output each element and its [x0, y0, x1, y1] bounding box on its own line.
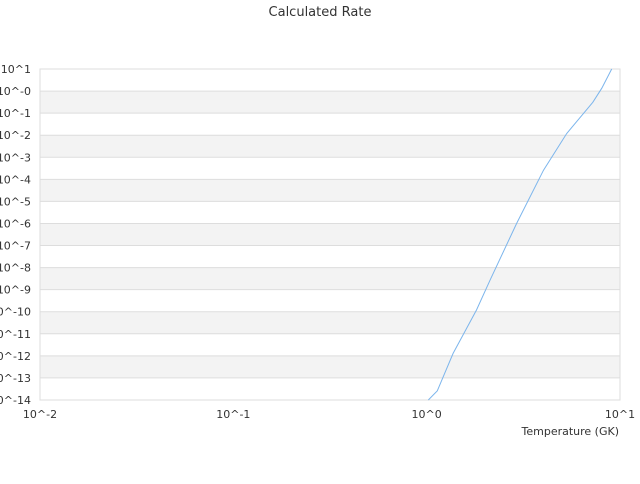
plot-band [40, 223, 620, 246]
y-tick-label: 10^-9 [0, 284, 31, 297]
x-tick-label: 10^-1 [216, 408, 250, 421]
y-tick-label: 10^-10 [0, 306, 31, 319]
y-tick-label: 10^-1 [0, 107, 31, 120]
y-tick-label: 10^-12 [0, 350, 31, 363]
plot-frame [39, 68, 621, 401]
plot-band [40, 91, 620, 114]
y-tick-label: 10^-2 [0, 129, 31, 142]
y-tick-label: 10^-8 [0, 262, 31, 275]
y-tick-label: 10^-13 [0, 372, 31, 385]
plot-band [40, 179, 620, 202]
series-line [427, 68, 613, 401]
x-tick-label: 10^-2 [23, 408, 57, 421]
plot-band [40, 267, 620, 290]
y-tick-label: 10^-5 [0, 195, 31, 208]
y-tick-label: 10^-4 [0, 173, 31, 186]
plot-bands [40, 91, 620, 378]
y-tick-label: 10^-6 [0, 217, 31, 230]
x-axis-ticks: 10^-2 10^-1 10^0 10^1 [23, 408, 635, 421]
plot-band [40, 311, 620, 334]
x-tick-label: 10^0 [412, 408, 442, 421]
y-tick-label: 10^1 [1, 63, 31, 76]
y-tick-label: 10^-7 [0, 240, 31, 253]
chart-title: Calculated Rate [269, 5, 372, 20]
y-tick-label: 10^-11 [0, 328, 31, 341]
plot-band [40, 135, 620, 158]
y-tick-label: 10^-3 [0, 151, 31, 164]
x-axis-label: Temperature (GK) [521, 425, 620, 438]
y-axis-ticks: 10^1 10^-0 10^-1 10^-2 10^-3 10^-4 10^-5 10^-6 1… [0, 63, 31, 407]
plot-band [40, 355, 620, 378]
x-tick-label: 10^1 [605, 408, 635, 421]
y-tick-label: 10^-0 [0, 85, 31, 98]
y-tick-label: 10^-14 [0, 394, 31, 407]
